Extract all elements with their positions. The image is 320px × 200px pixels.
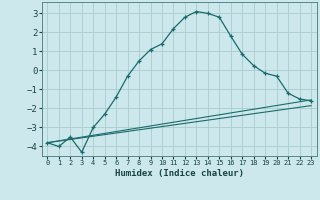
X-axis label: Humidex (Indice chaleur): Humidex (Indice chaleur) bbox=[115, 169, 244, 178]
